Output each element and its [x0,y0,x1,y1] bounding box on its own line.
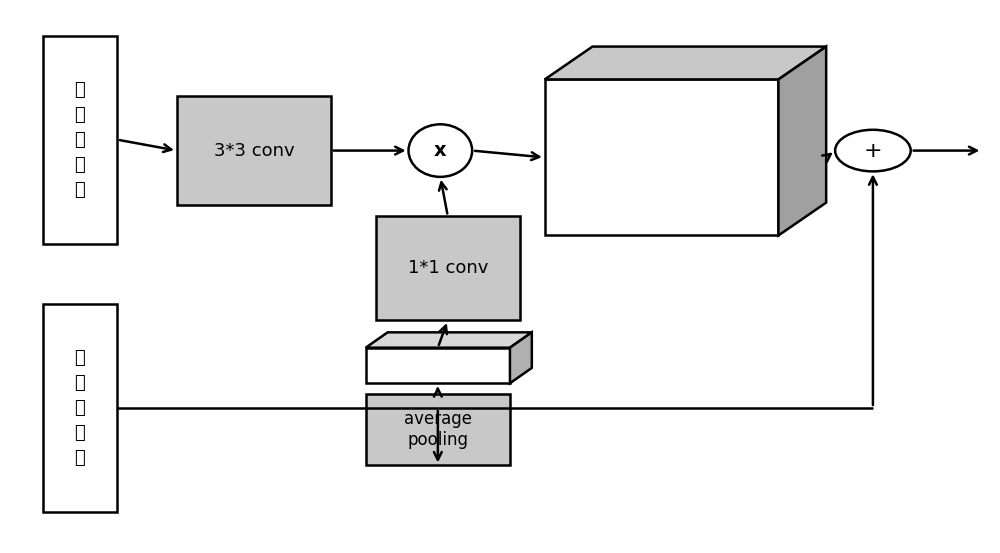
Text: x: x [434,141,447,160]
Text: 1*1 conv: 1*1 conv [408,259,488,277]
Bar [366,394,510,466]
Bar [43,304,117,512]
Text: 高
层
特
征
图: 高 层 特 征 图 [74,349,85,467]
Text: average
pooling: average pooling [404,410,472,449]
Polygon shape [510,332,532,383]
Bar [376,216,520,320]
Bar [43,35,117,244]
Polygon shape [778,46,826,236]
Polygon shape [366,348,510,383]
Polygon shape [545,46,826,80]
Polygon shape [366,332,532,348]
Circle shape [835,130,911,171]
Polygon shape [545,80,778,236]
Bar [177,96,331,205]
Ellipse shape [409,124,472,177]
Text: 3*3 conv: 3*3 conv [214,142,294,160]
Text: +: + [864,140,882,160]
Text: 低
层
特
征
图: 低 层 特 征 图 [74,81,85,199]
